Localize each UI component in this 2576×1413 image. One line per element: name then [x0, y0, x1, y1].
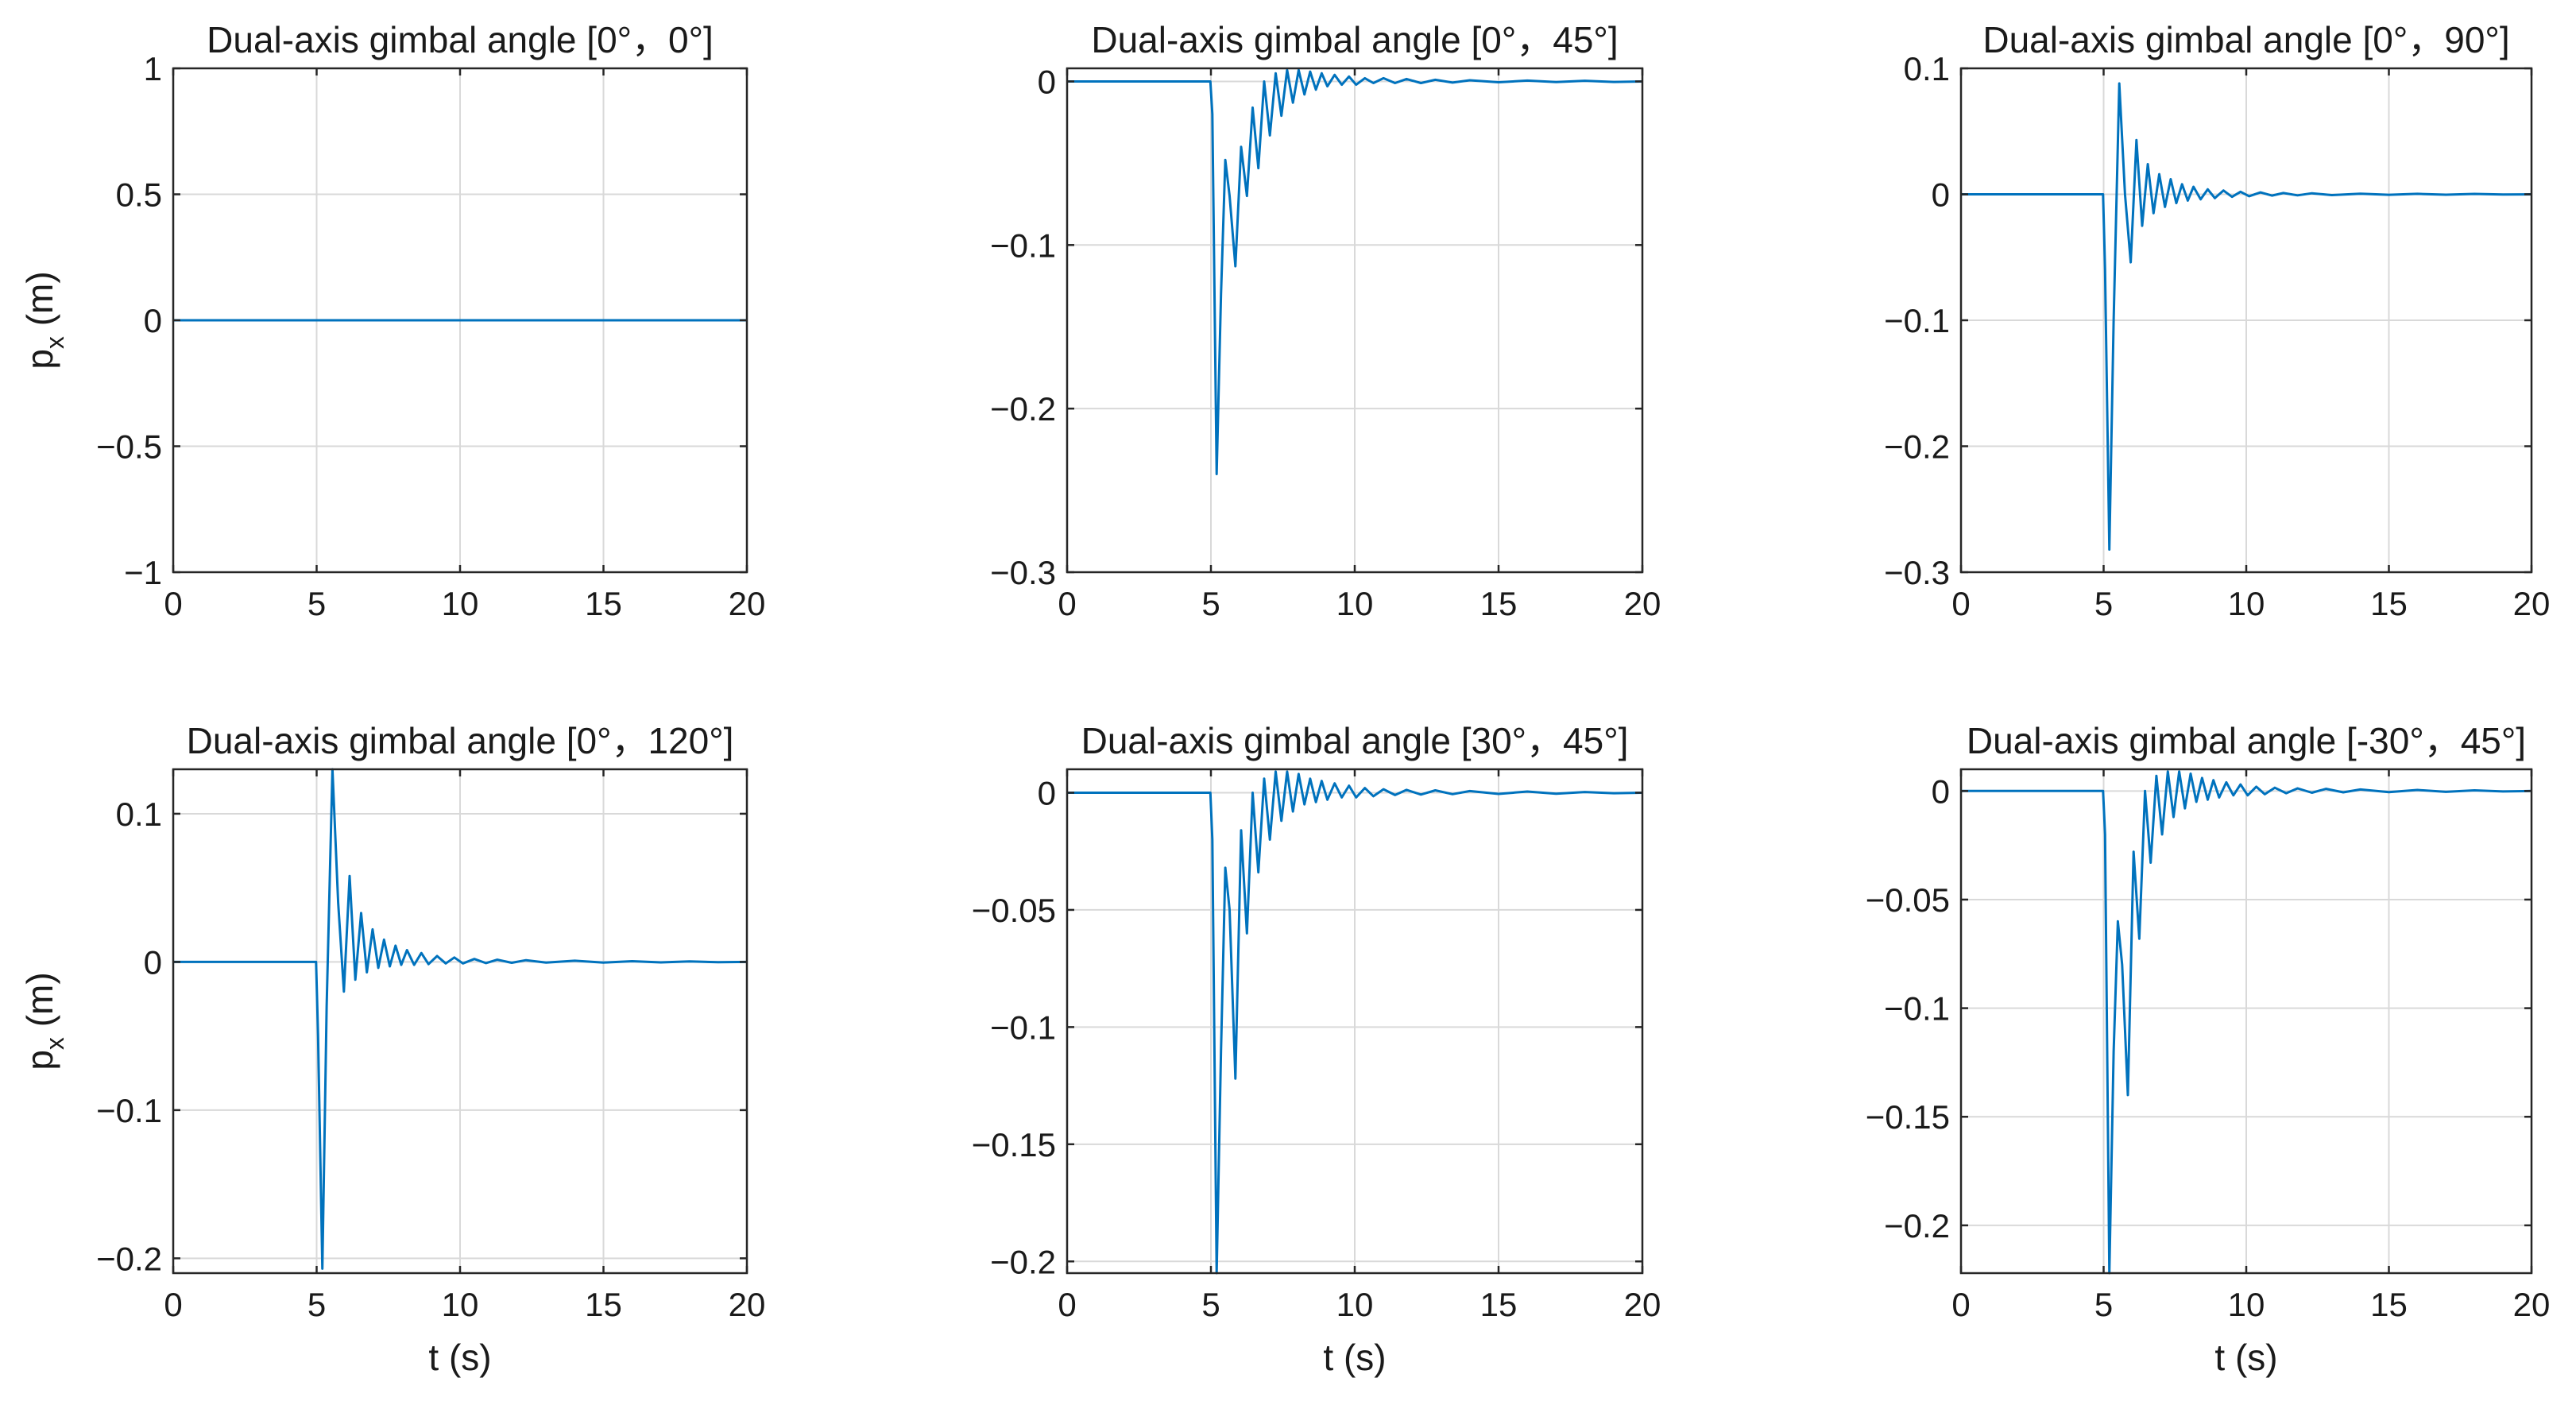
x-tick-label: 10 [1336, 1286, 1374, 1323]
x-tick-label: 20 [729, 585, 766, 622]
y-tick-label: 0 [1932, 176, 1950, 214]
x-tick-label: 0 [1058, 1286, 1076, 1323]
x-tick-label: 0 [1058, 585, 1076, 622]
x-tick-label: 15 [2370, 1286, 2408, 1323]
series-line [1961, 82, 2532, 551]
y-tick-label: 1 [144, 50, 162, 87]
y-tick-label: −0.1 [1884, 990, 1950, 1028]
x-tick-label: 15 [2370, 585, 2408, 622]
subplot-title: Dual-axis gimbal angle [0°，45°] [1091, 19, 1618, 60]
x-tick-label: 0 [164, 1286, 182, 1323]
y-tick-label: −0.1 [1884, 302, 1950, 339]
x-tick-label: 20 [2513, 1286, 2551, 1323]
x-tick-label: 20 [1624, 585, 1661, 622]
subplot-4: 0 5 10 15 20 −0.2 −0.1 0 0.1 Dual-axis gimbal ang… [19, 720, 765, 1378]
x-tick-label: 15 [585, 1286, 622, 1323]
y-tick-label: 0 [1932, 772, 1950, 810]
y-tick-label: −0.15 [972, 1126, 1056, 1163]
x-tick-label: 5 [307, 1286, 326, 1323]
x-tick-label: 0 [1951, 1286, 1970, 1323]
x-tick-label: 5 [2094, 1286, 2113, 1323]
y-tick-label: −1 [124, 554, 162, 591]
y-tick-label: −0.1 [990, 1008, 1056, 1046]
x-tick-label: 10 [442, 1286, 479, 1323]
x-tick-label: 15 [1480, 1286, 1518, 1323]
subplot-title: Dual-axis gimbal angle [0°，90°] [1982, 19, 2509, 60]
subplot-title: Dual-axis gimbal angle [30°，45°] [1081, 720, 1629, 761]
y-tick-label: −0.2 [990, 1243, 1056, 1280]
subplot-3: 0 5 10 15 20 −0.3 −0.2 −0.1 0 0.1 Dual-axis gimbal… [1884, 19, 2550, 622]
series-line [1961, 770, 2532, 1275]
x-tick-label: 15 [585, 585, 622, 622]
x-tick-label: 20 [2513, 585, 2551, 622]
subplot-title: Dual-axis gimbal angle [0°，0°] [207, 19, 714, 60]
x-tick-label: 5 [1201, 585, 1220, 622]
x-tick-label: 20 [729, 1286, 766, 1323]
y-tick-label: 0.1 [1904, 50, 1950, 87]
y-tick-label: −0.2 [1884, 1207, 1950, 1245]
y-tick-label: 0.5 [116, 176, 162, 214]
y-tick-label: −0.2 [990, 390, 1056, 428]
x-axis-label: t (s) [2214, 1337, 2277, 1378]
x-axis-label: t (s) [428, 1337, 491, 1378]
y-tick-label: −0.3 [990, 554, 1056, 591]
x-tick-label: 5 [1201, 1286, 1220, 1323]
x-tick-label: 10 [442, 585, 479, 622]
series-line [1067, 770, 1643, 1275]
subplot-2: 0 5 10 15 20 −0.3 −0.2 −0.1 0 Dual-axis gimbal an… [990, 19, 1661, 622]
x-tick-label: 0 [164, 585, 182, 622]
y-tick-label: 0.1 [116, 796, 162, 833]
x-tick-label: 5 [2094, 585, 2113, 622]
x-tick-label: 10 [2228, 585, 2265, 622]
y-tick-label: −0.2 [96, 1240, 162, 1277]
y-tick-label: −0.05 [972, 892, 1056, 929]
y-axis-label: px (m) [19, 271, 69, 369]
x-axis-label: t (s) [1323, 1337, 1386, 1378]
y-tick-label: −0.1 [990, 226, 1056, 264]
y-tick-label: −0.2 [1884, 428, 1950, 466]
y-axis-label: px (m) [19, 972, 69, 1070]
y-tick-label: −0.15 [1866, 1098, 1950, 1136]
y-tick-label: 0 [144, 302, 162, 339]
y-tick-label: −0.1 [96, 1092, 162, 1129]
series-line [1067, 68, 1643, 475]
x-tick-label: 15 [1480, 585, 1518, 622]
y-tick-label: 0 [1038, 774, 1056, 811]
x-tick-label: 10 [1336, 585, 1374, 622]
x-tick-label: 20 [1624, 1286, 1661, 1323]
x-tick-label: 5 [307, 585, 326, 622]
subplot-title: Dual-axis gimbal angle [-30°，45°] [1967, 720, 2526, 761]
x-tick-label: 0 [1951, 585, 1970, 622]
y-tick-label: 0 [144, 943, 162, 981]
subplot-5: 0 5 10 15 20 −0.2 −0.15 −0.1 −0.05 0 Dual-axis gim… [972, 720, 1661, 1378]
subplot-title: Dual-axis gimbal angle [0°，120°] [187, 720, 734, 761]
y-tick-label: −0.5 [96, 428, 162, 466]
y-tick-label: −0.3 [1884, 554, 1950, 591]
subplot-6: 0 5 10 15 20 −0.2 −0.15 −0.1 −0.05 0 Dual-axis gim… [1866, 720, 2551, 1378]
series-line [173, 768, 748, 1270]
y-tick-label: 0 [1038, 63, 1056, 100]
x-tick-label: 10 [2228, 1286, 2265, 1323]
subplot-1: 0 5 10 15 20 −1 −0.5 0 0.5 1 Dual-axis gimbal angl… [19, 19, 765, 622]
y-tick-label: −0.05 [1866, 881, 1950, 919]
